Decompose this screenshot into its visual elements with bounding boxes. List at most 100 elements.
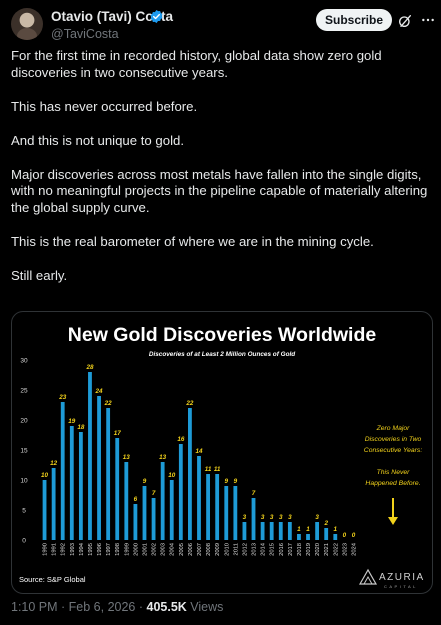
x-tick-label: 1998	[115, 543, 121, 556]
chart-bar	[69, 426, 74, 540]
chart-bar	[106, 408, 111, 540]
bar-value-label: 14	[195, 448, 203, 455]
x-tick-label: 2007	[197, 543, 203, 556]
bar-value-label: 28	[85, 364, 94, 371]
grok-icon[interactable]	[397, 13, 413, 29]
bar-value-label: 22	[185, 400, 194, 407]
tweet-text: For the first time in recorded history, …	[11, 48, 431, 302]
annotation-arrowhead	[388, 517, 398, 525]
x-tick-label: 1997	[106, 543, 112, 556]
bar-value-label: 9	[234, 478, 238, 485]
chart-annotation: Zero Major	[376, 425, 411, 432]
tweet-header: Otavio (Tavi) Costa @TaviCosta Subscribe	[0, 0, 441, 48]
chart-bar	[97, 396, 101, 540]
chart-annotation: Consecutive Years:	[364, 447, 423, 454]
x-tick-label: 1995	[88, 543, 94, 556]
chart-bar	[224, 486, 229, 540]
x-tick-label: 2005	[179, 543, 185, 556]
chart-bar	[315, 522, 320, 540]
chart-bar	[169, 480, 174, 540]
tweet-paragraph: This is the real barometer of where we a…	[11, 233, 374, 249]
bar-value-label: 9	[224, 478, 228, 485]
views-label: Views	[186, 600, 224, 614]
view-count: 405.5K	[146, 600, 187, 614]
bar-value-label: 3	[288, 514, 292, 521]
bar-value-label: 10	[41, 472, 49, 479]
x-tick-label: 2020	[315, 543, 321, 556]
x-tick-label: 2018	[297, 543, 303, 556]
verified-badge-icon	[150, 9, 163, 24]
x-tick-label: 1990	[43, 543, 49, 556]
bar-value-label: 18	[77, 424, 85, 431]
chart-bar	[88, 372, 92, 540]
brand-name: AZURIA	[379, 572, 425, 583]
x-tick-label: 2022	[333, 543, 339, 556]
bar-value-label: 22	[104, 400, 113, 407]
chart-bar	[124, 462, 129, 540]
bar-value-label: 3	[243, 514, 247, 521]
bar-value-label: 7	[152, 490, 156, 497]
chart-bar	[142, 486, 147, 540]
x-tick-label: 2016	[279, 543, 285, 556]
avatar[interactable]	[11, 8, 43, 40]
bar-value-label: 11	[205, 466, 212, 473]
timestamp[interactable]: 1:10 PM · Feb 6, 2026 ·	[11, 600, 147, 614]
chart-bar	[178, 444, 183, 540]
chart-bar	[151, 498, 156, 540]
subscribe-button[interactable]: Subscribe	[316, 9, 392, 31]
y-tick-label: 25	[20, 388, 28, 395]
y-tick-label: 20	[20, 418, 28, 425]
x-tick-label: 1992	[61, 543, 67, 556]
author-handle[interactable]: @TaviCosta	[51, 27, 119, 41]
chart-annotation: This Never	[377, 469, 411, 476]
x-tick-label: 1991	[52, 543, 58, 556]
chart-bar	[260, 522, 265, 540]
x-tick-label: 2014	[261, 542, 267, 556]
bar-value-label: 7	[252, 490, 256, 497]
chart-bar	[188, 408, 192, 540]
bar-value-label: 12	[50, 460, 58, 467]
y-tick-label: 10	[20, 478, 28, 485]
x-tick-label: 2021	[324, 543, 330, 556]
chart-annotation: Happened Before.	[365, 480, 420, 487]
x-tick-label: 2012	[242, 543, 248, 556]
x-tick-label: 2023	[342, 543, 348, 556]
y-tick-label: 30	[20, 358, 28, 365]
gold-discoveries-chart: New Gold Discoveries Worldwide Discoveri…	[19, 324, 425, 589]
bar-value-label: 6	[134, 496, 138, 503]
tweet-paragraph: And this is not unique to gold.	[11, 132, 185, 148]
chart-bar	[42, 480, 47, 540]
x-tick-label: 2006	[188, 543, 194, 556]
azuria-logo: AZURIA CAPITAL	[358, 568, 425, 589]
bar-value-label: 2	[323, 520, 328, 527]
bar-value-label: 3	[270, 514, 274, 521]
chart-bar	[197, 456, 201, 540]
bar-value-label: 1	[334, 526, 338, 533]
chart-bar	[278, 522, 283, 540]
x-tick-label: 2013	[252, 543, 258, 556]
bar-value-label: 3	[315, 514, 319, 521]
x-tick-label: 2019	[306, 543, 312, 556]
chart-bar	[251, 498, 256, 540]
tweet-paragraph: Still early.	[11, 267, 68, 283]
bar-value-label: 3	[279, 514, 283, 521]
x-tick-label: 1993	[70, 543, 76, 556]
chart-bar	[269, 522, 274, 540]
x-tick-label: 1996	[97, 543, 103, 556]
more-icon[interactable]	[420, 12, 436, 28]
x-tick-label: 1999	[124, 543, 130, 556]
x-tick-label: 2003	[161, 543, 167, 556]
y-tick-label: 5	[22, 508, 26, 515]
tweet-paragraph: For the first time in recorded history, …	[11, 48, 382, 80]
x-tick-label: 2011	[233, 543, 239, 555]
bar-value-label: 19	[68, 418, 76, 425]
chart-image[interactable]: New Gold Discoveries Worldwide Discoveri…	[11, 311, 433, 594]
author-name[interactable]: Otavio (Tavi) Costa	[51, 9, 174, 24]
x-tick-label: 2024	[351, 542, 357, 556]
bar-value-label: 10	[168, 472, 176, 479]
x-tick-label: 2008	[206, 543, 212, 556]
bar-value-label: 0	[343, 532, 347, 539]
bar-value-label: 1	[297, 526, 301, 533]
x-tick-label: 2001	[142, 543, 148, 556]
x-tick-label: 2017	[288, 543, 294, 556]
